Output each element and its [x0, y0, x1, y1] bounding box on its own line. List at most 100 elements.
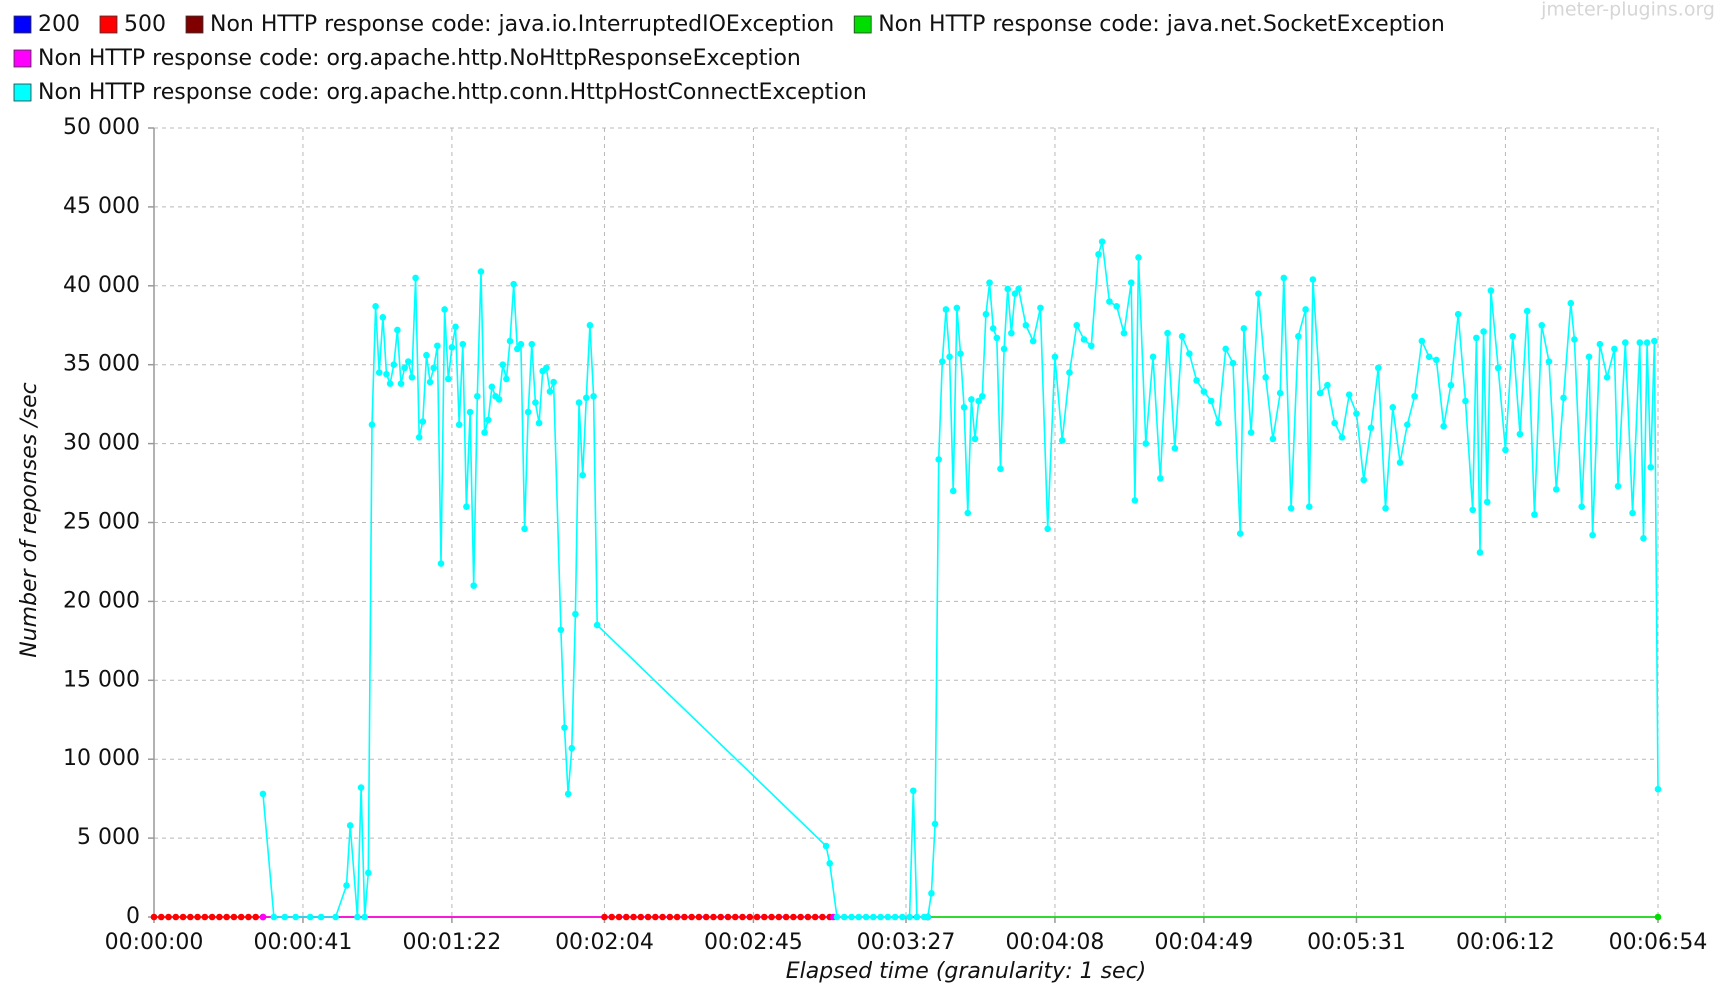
- data-point: [245, 913, 252, 921]
- data-point: [1215, 419, 1222, 427]
- data-point: [506, 337, 514, 345]
- data-point: [855, 913, 863, 921]
- data-point: [1622, 339, 1629, 346]
- data-point: [1000, 345, 1008, 353]
- data-point: [1447, 381, 1455, 389]
- data-point: [386, 380, 394, 387]
- data-point: [1647, 463, 1655, 471]
- y-tick-label: 35 000: [63, 352, 140, 377]
- data-point: [652, 913, 659, 921]
- data-point: [1502, 446, 1509, 454]
- data-point: [579, 471, 586, 479]
- data-point: [1037, 304, 1044, 312]
- data-point: [223, 913, 230, 921]
- legend-swatch: [13, 83, 32, 102]
- data-point: [568, 744, 576, 752]
- data-point: [1567, 299, 1575, 307]
- data-point: [1331, 419, 1338, 427]
- y-tick-label: 25 000: [63, 510, 140, 535]
- data-point: [797, 913, 804, 921]
- data-point: [1589, 531, 1596, 539]
- legend-swatch: [13, 15, 32, 34]
- data-point: [306, 913, 314, 921]
- data-point: [1345, 391, 1353, 398]
- data-point: [361, 913, 369, 921]
- data-point: [593, 621, 601, 629]
- data-point: [659, 913, 666, 921]
- data-point: [1276, 389, 1284, 397]
- data-point: [1080, 336, 1088, 343]
- data-point: [1058, 437, 1066, 444]
- data-point: [1149, 353, 1157, 361]
- data-point: [1247, 429, 1255, 436]
- data-point: [953, 304, 961, 312]
- data-point: [1098, 238, 1106, 245]
- data-point: [564, 790, 572, 798]
- data-point: [172, 913, 180, 921]
- data-point: [503, 375, 510, 383]
- legend-swatch: [99, 15, 118, 34]
- data-point: [561, 724, 568, 731]
- data-point: [194, 913, 201, 921]
- data-point: [790, 913, 797, 921]
- data-point: [978, 392, 986, 400]
- data-point: [1193, 377, 1200, 384]
- data-point: [1106, 298, 1113, 305]
- data-point: [466, 408, 474, 416]
- data-point: [346, 822, 354, 829]
- data-point: [426, 378, 434, 386]
- data-point: [1051, 353, 1059, 361]
- data-point: [1654, 785, 1662, 793]
- data-point: [761, 913, 768, 921]
- data-point: [1295, 332, 1302, 340]
- data-point: [477, 268, 485, 275]
- data-point: [1469, 506, 1477, 514]
- watermark: jmeter-plugins.org: [1540, 0, 1715, 21]
- data-point: [840, 913, 848, 921]
- data-point: [1309, 276, 1317, 283]
- data-point: [1476, 549, 1484, 556]
- data-point: [739, 913, 746, 921]
- data-point: [165, 913, 172, 921]
- y-tick-label: 40 000: [63, 273, 140, 298]
- data-point: [942, 306, 950, 313]
- data-point: [1156, 475, 1164, 482]
- data-point: [270, 913, 278, 921]
- data-point: [1614, 482, 1622, 490]
- data-point: [510, 280, 517, 288]
- legend-swatch: [185, 15, 204, 34]
- data-point: [989, 325, 997, 332]
- data-point: [354, 913, 361, 921]
- legend-label: Non HTTP response code: org.apache.http.…: [38, 80, 867, 105]
- data-point: [281, 913, 289, 921]
- y-tick-label: 0: [126, 904, 140, 929]
- data-point: [848, 913, 855, 921]
- data-point: [1029, 337, 1037, 345]
- legend-swatch: [853, 15, 872, 34]
- data-point: [521, 525, 528, 533]
- data-point: [717, 913, 725, 921]
- data-point: [804, 913, 812, 921]
- data-point: [452, 323, 459, 331]
- data-point: [909, 787, 917, 795]
- data-point: [470, 582, 477, 589]
- data-point: [768, 913, 775, 921]
- legend-item: Non HTTP response code: java.io.Interrup…: [185, 12, 834, 37]
- data-point: [513, 345, 521, 353]
- x-tick-label: 00:04:08: [1006, 930, 1105, 955]
- data-point: [971, 435, 979, 443]
- data-point: [1287, 504, 1295, 512]
- data-point: [1404, 421, 1411, 428]
- data-point: [419, 418, 427, 425]
- data-point: [939, 358, 946, 365]
- data-point: [862, 913, 870, 921]
- data-point: [357, 784, 365, 791]
- data-point: [557, 626, 565, 634]
- data-point: [870, 913, 877, 921]
- data-point: [673, 913, 681, 921]
- data-point: [187, 913, 194, 921]
- data-point: [444, 375, 452, 383]
- x-tick-label: 00:05:31: [1307, 930, 1406, 955]
- data-point: [1044, 525, 1051, 533]
- data-point: [1302, 306, 1309, 313]
